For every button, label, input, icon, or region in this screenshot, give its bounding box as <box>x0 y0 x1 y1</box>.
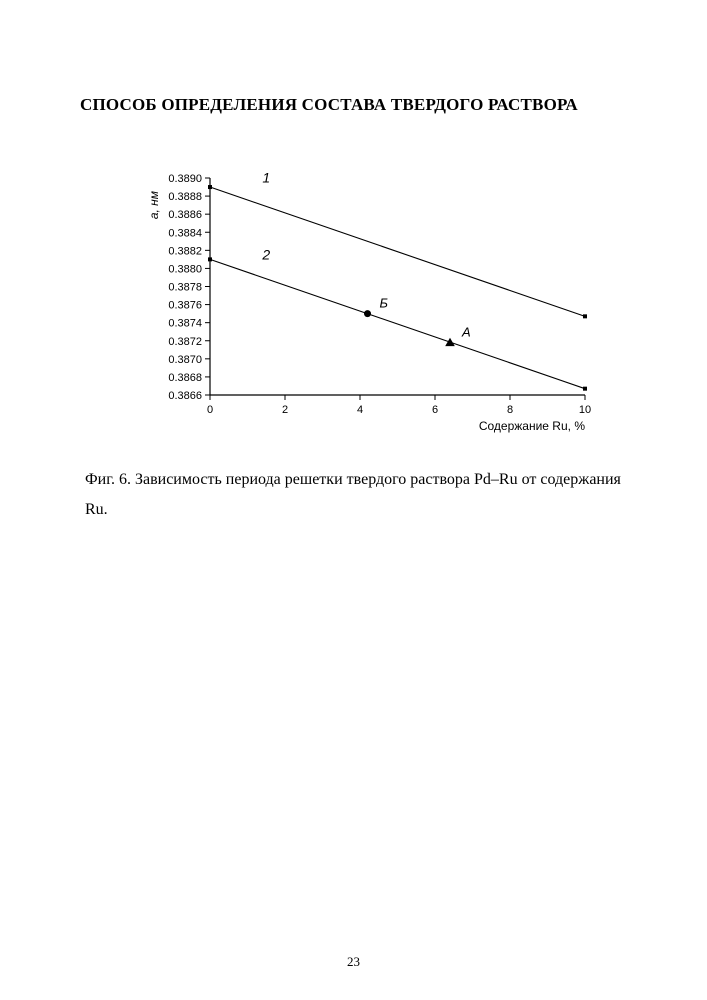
page: СПОСОБ ОПРЕДЕЛЕНИЯ СОСТАВА ТВЕРДОГО РАСТ… <box>0 0 707 1000</box>
svg-text:А: А <box>461 325 471 340</box>
figure-caption: Фиг. 6. Зависимость периода решетки твер… <box>85 465 625 526</box>
chart-container: 0 2 4 6 8 10 0.3866 0.3868 0.3870 0.3872 0.3874 0.3… <box>140 170 600 440</box>
svg-text:0.3870: 0.3870 <box>168 354 202 366</box>
svg-text:a, нм: a, нм <box>147 191 161 219</box>
svg-text:0.3880: 0.3880 <box>168 263 202 275</box>
svg-text:0.3884: 0.3884 <box>168 227 202 239</box>
svg-text:0.3868: 0.3868 <box>168 372 202 384</box>
lattice-chart: 0 2 4 6 8 10 0.3866 0.3868 0.3870 0.3872 0.3874 0.3… <box>140 170 600 440</box>
svg-text:0.3886: 0.3886 <box>168 209 202 221</box>
svg-text:0.3866: 0.3866 <box>168 390 202 402</box>
svg-text:10: 10 <box>579 404 591 416</box>
svg-text:0.3888: 0.3888 <box>168 191 202 203</box>
svg-text:0.3872: 0.3872 <box>168 336 202 348</box>
svg-text:0: 0 <box>207 404 213 416</box>
svg-text:2: 2 <box>282 404 288 416</box>
svg-text:0.3876: 0.3876 <box>168 300 202 312</box>
page-title: СПОСОБ ОПРЕДЕЛЕНИЯ СОСТАВА ТВЕРДОГО РАСТ… <box>80 95 640 115</box>
svg-text:1: 1 <box>262 170 270 186</box>
svg-text:0.3874: 0.3874 <box>168 318 202 330</box>
svg-text:8: 8 <box>507 404 513 416</box>
svg-text:2: 2 <box>261 246 270 262</box>
page-number: 23 <box>0 954 707 970</box>
svg-text:0.3890: 0.3890 <box>168 173 202 185</box>
svg-text:0.3882: 0.3882 <box>168 245 202 257</box>
svg-text:0.3878: 0.3878 <box>168 282 202 294</box>
svg-text:Содержание Ru, %: Содержание Ru, % <box>479 419 585 433</box>
svg-text:4: 4 <box>357 404 363 416</box>
svg-text:Б: Б <box>380 296 389 311</box>
svg-text:6: 6 <box>432 404 438 416</box>
